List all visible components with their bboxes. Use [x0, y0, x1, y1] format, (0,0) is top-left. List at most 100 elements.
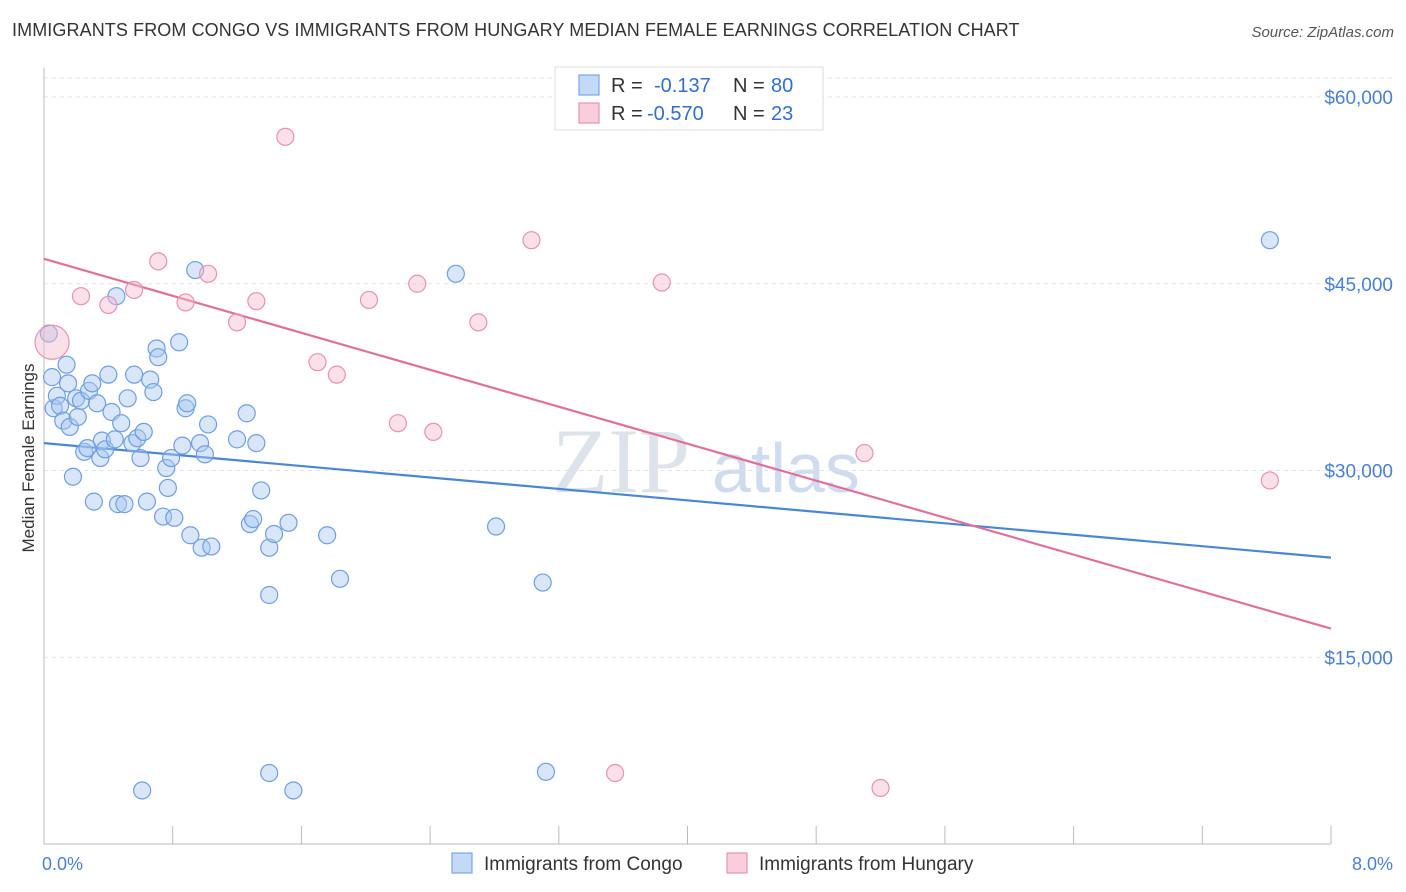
point-hungary-12	[359, 290, 379, 310]
bottom-legend-label-hungary: Immigrants from Hungary	[759, 854, 974, 875]
point-hungary-19	[652, 273, 671, 292]
point-hungary-6	[198, 264, 218, 283]
point-congo-6	[57, 355, 76, 374]
legend-r-label-hungary: R =	[611, 103, 643, 125]
point-congo-72	[260, 763, 279, 783]
point-hungary-2	[99, 295, 118, 315]
point-congo-50	[190, 434, 210, 453]
point-congo-61	[260, 538, 279, 557]
point-congo-47	[178, 394, 197, 413]
point-congo-65	[330, 569, 350, 588]
point-congo-41	[158, 478, 177, 498]
point-hungary-22	[1260, 471, 1279, 490]
point-hungary-0	[34, 324, 70, 360]
legend-r-value-congo: -0.137	[654, 75, 711, 97]
point-congo-33	[134, 422, 153, 442]
y-axis-label: Median Female Earnings	[19, 364, 38, 553]
x-tick-label-0: 0.0%	[42, 854, 83, 874]
x-tick-label-1: 8.0%	[1352, 854, 1393, 874]
point-hungary-3	[124, 280, 144, 300]
trend-line-hungary	[43, 257, 1332, 630]
legend-r-label-congo: R =	[611, 75, 643, 97]
point-congo-29	[123, 434, 142, 453]
point-congo-48	[181, 526, 200, 545]
point-congo-18	[87, 394, 107, 413]
y-tick-label-2: $45,000	[1324, 275, 1393, 296]
point-congo-1	[42, 368, 62, 387]
point-congo-58	[244, 509, 263, 529]
point-congo-63	[279, 513, 298, 532]
point-hungary-7	[227, 313, 247, 332]
data-points	[34, 127, 1279, 800]
point-congo-26	[112, 414, 131, 433]
point-hungary-1	[71, 287, 91, 306]
point-hungary-18	[606, 763, 625, 783]
axes	[43, 68, 1332, 845]
point-hungary-14	[408, 274, 427, 293]
point-congo-16	[83, 374, 102, 393]
point-congo-3	[47, 386, 66, 405]
point-congo-30	[124, 365, 144, 384]
x-tick-labels: 0.0% 8.0%	[42, 854, 1393, 874]
point-congo-55	[227, 430, 247, 449]
point-hungary-15	[424, 422, 443, 442]
watermark-atlas: atlas	[712, 429, 860, 507]
point-hungary-8	[247, 292, 266, 311]
point-congo-74	[536, 762, 556, 781]
point-congo-17	[84, 492, 103, 511]
point-congo-52	[195, 445, 214, 464]
point-congo-75	[1260, 231, 1279, 250]
y-tick-label-0: $15,000	[1324, 648, 1393, 669]
point-congo-24	[105, 430, 124, 449]
point-congo-54	[202, 537, 221, 556]
point-hungary-17	[522, 231, 541, 250]
point-congo-44	[170, 333, 189, 352]
point-congo-40	[157, 458, 176, 478]
point-congo-11	[68, 407, 87, 427]
point-congo-9	[63, 467, 83, 486]
trend-line-congo	[43, 442, 1332, 559]
legend-r-value-hungary: -0.570	[647, 103, 704, 125]
point-hungary-5	[176, 293, 195, 312]
point-congo-27	[115, 495, 134, 514]
legend-swatch-hungary	[578, 102, 600, 124]
series-legend: Immigrants from Congo Immigrants from Hu…	[451, 852, 974, 875]
y-tick-label-1: $30,000	[1324, 462, 1393, 483]
y-tick-labels: $15,000 $30,000 $45,000 $60,000	[1324, 88, 1393, 669]
point-congo-36	[144, 382, 163, 402]
gridlines	[44, 77, 1395, 658]
legend-n-label-congo: N =	[733, 75, 765, 97]
point-congo-73	[284, 781, 303, 800]
point-hungary-11	[327, 365, 346, 384]
bottom-legend-swatch-congo	[451, 852, 473, 874]
point-hungary-9	[276, 127, 295, 146]
point-hungary-21	[871, 778, 890, 798]
y-tick-label-3: $60,000	[1324, 88, 1393, 109]
point-congo-22	[99, 365, 118, 384]
point-hungary-4	[149, 252, 168, 271]
point-congo-45	[173, 436, 192, 455]
point-congo-43	[165, 508, 184, 527]
point-congo-34	[137, 492, 157, 511]
bottom-legend-label-congo: Immigrants from Congo	[484, 854, 683, 875]
correlation-legend: R = -0.137 N = 80 R = -0.570 N = 23	[554, 66, 824, 131]
point-hungary-10	[308, 353, 327, 372]
point-congo-56	[237, 404, 256, 423]
point-congo-60	[252, 481, 271, 500]
point-congo-14	[78, 438, 97, 458]
point-congo-64	[318, 526, 337, 545]
chart-title: IMMIGRANTS FROM CONGO VS IMMIGRANTS FROM…	[12, 20, 1020, 40]
legend-swatch-congo	[578, 74, 600, 96]
point-congo-67	[486, 517, 506, 536]
point-hungary-20	[855, 443, 874, 463]
point-congo-28	[118, 389, 137, 408]
point-congo-68	[533, 573, 552, 592]
point-congo-32	[131, 448, 150, 468]
point-congo-70	[260, 585, 279, 605]
point-congo-42	[161, 448, 181, 468]
bottom-legend-swatch-hungary	[726, 852, 748, 874]
point-congo-4	[50, 396, 70, 415]
point-congo-21	[96, 440, 115, 459]
point-congo-62	[264, 524, 284, 544]
